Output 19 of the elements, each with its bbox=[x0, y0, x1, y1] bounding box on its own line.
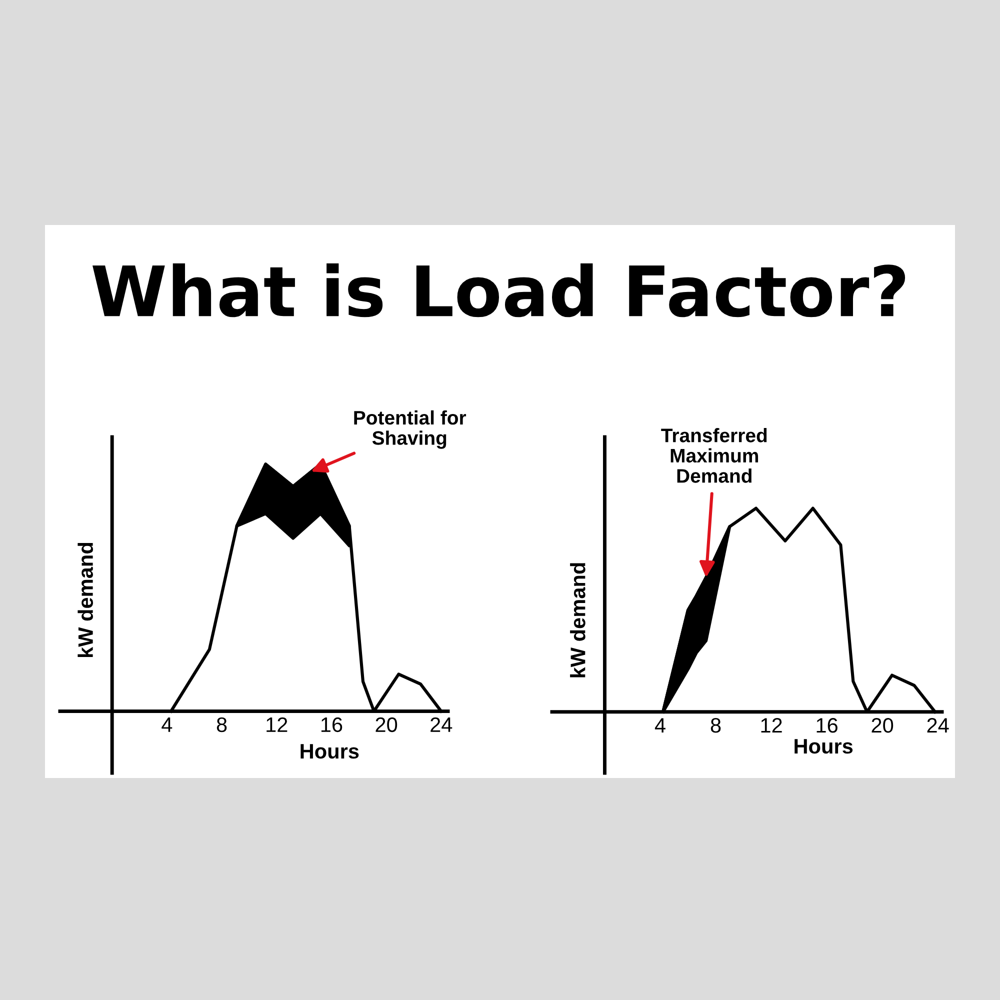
x-tick-label: 8 bbox=[216, 717, 227, 732]
x-tick-label: 16 bbox=[816, 718, 838, 733]
annotation: Potential for Shaving bbox=[354, 410, 466, 449]
x-tick-label: 20 bbox=[872, 718, 894, 733]
x-tick-label: 4 bbox=[654, 718, 666, 733]
x-tick-label: 12 bbox=[761, 718, 782, 733]
x-tick-label: 12 bbox=[266, 717, 288, 732]
x-tick-label: 20 bbox=[376, 717, 398, 732]
x-tick-label: 24 bbox=[927, 718, 949, 733]
x-tick-label: 16 bbox=[321, 717, 342, 732]
y-axis-title: kW demand bbox=[570, 563, 586, 678]
x-axis-title: Hours bbox=[300, 744, 359, 759]
y-axis-title: kW demand bbox=[78, 542, 94, 658]
x-axis-title: Hours bbox=[794, 739, 853, 754]
x-tick-label: 8 bbox=[710, 718, 721, 733]
x-tick-label: 4 bbox=[162, 718, 172, 732]
annotation: Transferred Maximum Demand bbox=[661, 428, 767, 483]
chart-title: What is Load Factor? bbox=[92, 263, 906, 318]
x-tick-label: 24 bbox=[430, 717, 452, 732]
